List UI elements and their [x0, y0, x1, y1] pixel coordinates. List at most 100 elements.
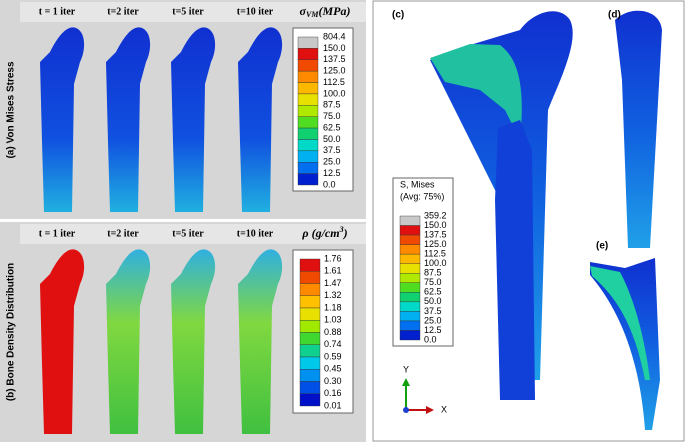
legend-swatch [297, 105, 319, 117]
bone-d [615, 10, 662, 249]
legend-label: 0.16 [324, 388, 342, 398]
legend-label: 1.61 [324, 266, 342, 276]
legend-label: 150.0 [323, 43, 346, 53]
legend-title: ρ (g/cm3) [301, 225, 347, 240]
legend-swatch [297, 139, 319, 152]
panel-label: (b) Bone Density Distribution [6, 263, 17, 401]
legend-swatch [399, 234, 421, 245]
panel-label: (c) [392, 10, 404, 21]
axis-label: X [441, 404, 447, 414]
bone-e [590, 258, 660, 430]
legend-swatch [297, 150, 319, 163]
legend-label: 0.0 [424, 334, 437, 344]
legend-swatch [297, 70, 319, 83]
legend-label: 150.0 [424, 220, 447, 230]
legend-label: 75.0 [424, 277, 442, 287]
legend-swatch [299, 381, 321, 394]
legend-title: S, Mises [400, 179, 435, 189]
legend-swatch [297, 82, 319, 95]
legend-label: 125.0 [323, 66, 346, 76]
legend-swatch [399, 263, 421, 274]
legend-label: 137.5 [424, 229, 447, 239]
legend-swatch [299, 320, 321, 333]
legend-label: 0.30 [324, 376, 342, 386]
legend-label: 75.0 [323, 111, 341, 121]
legend-label: 62.5 [424, 287, 442, 297]
column-header: t=10 iter [237, 228, 274, 239]
legend-swatch [297, 127, 319, 140]
legend-swatch [297, 36, 319, 49]
legend-swatch [299, 356, 321, 370]
legend-label: 1.32 [324, 290, 342, 300]
column-header: t = 1 iter [39, 6, 76, 17]
legend-label: 87.5 [424, 268, 442, 278]
legend-label: 62.5 [323, 122, 341, 132]
legend-label: 12.5 [424, 325, 442, 335]
legend-label: 100.0 [424, 258, 447, 268]
header-strip [20, 2, 366, 22]
legend-label: 1.47 [324, 278, 342, 288]
bone-c [430, 11, 573, 400]
column-header: t=10 iter [237, 6, 274, 17]
legend-swatch [399, 301, 421, 312]
legend-swatch [297, 173, 319, 186]
legend-swatch [297, 48, 319, 60]
legend-swatch [399, 320, 421, 331]
legend-label: 25.0 [323, 157, 341, 167]
legend-swatch [299, 295, 321, 309]
legend-swatch [399, 225, 421, 236]
axis-triad [402, 378, 434, 414]
legend-label: 0.0 [323, 179, 336, 189]
legend-label: 100.0 [323, 88, 346, 98]
legend-title: (Avg: 75%) [400, 191, 444, 201]
column-header: t=5 iter [172, 228, 204, 239]
legend-label: 125.0 [424, 239, 447, 249]
legend-swatch [299, 369, 321, 382]
panel-label: (d) [608, 10, 621, 21]
legend-label: 37.5 [424, 306, 442, 316]
legend-label: 1.03 [324, 315, 342, 325]
legend-label: 37.5 [323, 145, 341, 155]
legend-label: 87.5 [323, 100, 341, 110]
legend-swatch [399, 311, 421, 322]
legend-label: 1.18 [324, 302, 342, 312]
legend-swatch [399, 282, 421, 293]
legend-label: 0.45 [324, 364, 342, 374]
legend-label: 12.5 [323, 168, 341, 178]
bone-e-region [590, 266, 650, 380]
panel-label: (a) Von Mises Stress [6, 61, 17, 159]
legend-swatch [299, 344, 321, 358]
legend-label: 0.88 [324, 327, 342, 337]
legend-swatch [299, 332, 321, 345]
axis-label: Y [403, 364, 409, 374]
legend-swatch [297, 162, 319, 174]
legend-swatch [299, 307, 321, 321]
legend-swatch [399, 253, 421, 264]
legend-swatch [297, 59, 319, 72]
header-strip [20, 224, 366, 244]
legend-title: σVM(MPa) [300, 4, 351, 19]
legend-swatch [299, 258, 321, 272]
column-header: t=2 iter [107, 6, 139, 17]
legend-swatch [297, 116, 319, 129]
legend-label: 112.5 [424, 249, 446, 259]
legend-label: 50.0 [323, 134, 341, 144]
column-header: t = 1 iter [39, 228, 76, 239]
legend-swatch [399, 330, 421, 341]
legend-swatch [299, 393, 321, 407]
legend-label: 1.76 [324, 253, 342, 263]
legend-label: 359.2 [424, 210, 447, 220]
legend-label: 25.0 [424, 315, 442, 325]
legend-label: 0.59 [324, 351, 342, 361]
legend-swatch [399, 215, 421, 226]
legend-label: 0.74 [324, 339, 342, 349]
legend-swatch [399, 244, 421, 255]
legend-label: 804.4 [323, 31, 346, 41]
legend-swatch [299, 271, 321, 284]
legend-label: 0.01 [324, 400, 342, 410]
panel-label: (e) [596, 241, 608, 252]
legend-swatch [297, 93, 319, 106]
column-header: t=5 iter [172, 6, 204, 17]
legend-swatch [399, 292, 421, 303]
